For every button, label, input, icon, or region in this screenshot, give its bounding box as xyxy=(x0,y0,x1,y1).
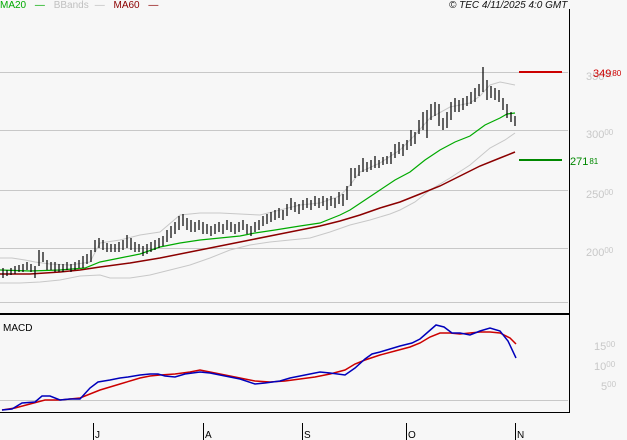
ma20-line xyxy=(0,112,516,272)
legend-ma60: MA60 — xyxy=(113,0,159,11)
legend-ma20: MA20 — xyxy=(0,0,45,11)
price-tick-350: 35000 xyxy=(586,70,614,83)
macd-line xyxy=(1,324,517,411)
macd-tick-1500: 1500 xyxy=(594,340,616,353)
month-label-oct: O xyxy=(408,430,416,440)
ma60-line xyxy=(0,151,516,275)
copyright-timestamp: © TEC 4/11/2025 4:0 GMT xyxy=(449,0,568,11)
legend-bbands: BBands — xyxy=(53,0,105,11)
x-axis xyxy=(93,423,516,440)
month-label-nov: N xyxy=(517,430,524,440)
price-tick-200: 20000 xyxy=(586,246,614,259)
support-label: 27181 xyxy=(570,156,599,168)
macd-tick-1000: 1000 xyxy=(594,360,616,373)
month-label-jul: J xyxy=(95,430,100,440)
bband-lower xyxy=(0,132,516,284)
price-tick-250: 25000 xyxy=(586,188,614,201)
macd-axis: 1500 1000 500 xyxy=(594,340,617,393)
month-label-aug: A xyxy=(205,430,212,440)
resistance-label: 34980 xyxy=(593,68,622,80)
month-label-sep: S xyxy=(304,430,311,440)
macd-tick-500: 500 xyxy=(601,380,617,393)
chart-legend: MA20 — BBands — MA60 — xyxy=(0,0,164,11)
macd-label: MACD xyxy=(3,323,32,334)
price-axis: 35000 30000 25000 20000 xyxy=(586,70,614,259)
price-tick-300: 30000 xyxy=(586,128,614,141)
bband-upper xyxy=(0,81,516,266)
price-bars xyxy=(2,67,516,278)
